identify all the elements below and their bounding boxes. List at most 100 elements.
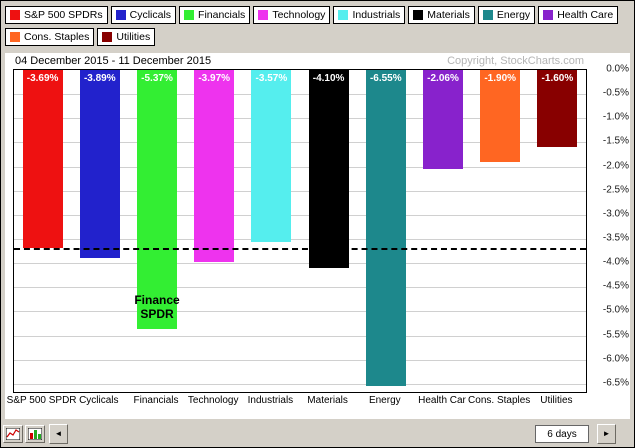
- x-tick-label: Technology: [187, 395, 239, 406]
- y-tick-label: -4.0%: [602, 256, 629, 268]
- y-tick-label: -2.0%: [602, 160, 629, 172]
- gridline: [14, 166, 586, 168]
- gridline: [14, 263, 586, 265]
- y-tick-label: -2.5%: [602, 184, 629, 196]
- legend-item-label: Cyclicals: [129, 9, 172, 21]
- legend-color-swatch: [184, 10, 195, 20]
- x-tick-label: Cons. Staples: [468, 395, 531, 406]
- bar-chart-tool-button[interactable]: [25, 425, 45, 443]
- bar: -2.06%: [423, 70, 463, 170]
- bar: -1.60%: [537, 70, 578, 148]
- bar: -3.57%: [251, 70, 292, 243]
- y-tick-label: 0.0%: [606, 63, 629, 75]
- legend-color-swatch: [482, 10, 493, 20]
- legend-item: Cyclicals: [110, 6, 177, 24]
- y-tick-label: -6.0%: [602, 353, 629, 365]
- bar: -3.89%: [79, 70, 120, 258]
- legend-row-1: S&P 500 SPDRs Cyclicals Financials Technolo…: [5, 6, 634, 24]
- chart-annotation: Finance SPDR: [134, 293, 180, 322]
- gridline: [14, 335, 586, 337]
- gridline: [14, 190, 586, 192]
- legend-item: Energy: [477, 6, 536, 24]
- x-axis: S&P 500 SPDR Cyclicals Financials Technolog…: [7, 393, 587, 409]
- chart-header: 04 December 2015 - 11 December 2015 Copy…: [5, 53, 630, 69]
- legend-item-label: Industrials: [352, 9, 401, 21]
- bar-value-label: -1.60%: [541, 73, 574, 84]
- x-tick-label: Health Car: [418, 395, 466, 406]
- x-tick-label: S&P 500 SPDR: [6, 395, 77, 406]
- legend-color-swatch: [10, 32, 20, 42]
- legend-color-swatch: [413, 10, 424, 20]
- x-tick-label: Materials: [307, 395, 348, 406]
- legend-item-label: Cons. Staples: [24, 31, 90, 43]
- copyright-label: Copyright, StockCharts.com: [447, 55, 584, 67]
- bar: -4.10%: [308, 70, 349, 268]
- bottom-toolbar: ◄ 6 days ►: [3, 423, 632, 445]
- scroll-right-button[interactable]: ►: [597, 424, 616, 444]
- legend: S&P 500 SPDRs Cyclicals Financials Technolo…: [1, 1, 634, 46]
- line-chart-icon: [6, 428, 20, 440]
- x-tick-label: Cyclicals: [79, 395, 119, 406]
- bar-value-label: -3.89%: [83, 73, 116, 84]
- bar: -3.97%: [194, 70, 235, 262]
- legend-item: Cons. Staples: [5, 28, 95, 46]
- legend-item: Utilities: [97, 28, 156, 46]
- y-tick-label: -1.5%: [602, 135, 629, 147]
- gridline: [14, 383, 586, 385]
- bar-value-label: -3.69%: [26, 73, 59, 84]
- legend-color-swatch: [543, 10, 554, 20]
- bar-value-label: -3.57%: [255, 73, 288, 84]
- chart-panel: 04 December 2015 - 11 December 2015 Copy…: [5, 53, 630, 419]
- legend-color-swatch: [102, 32, 113, 42]
- bar-chart-icon: [28, 428, 42, 440]
- bar-value-label: -4.10%: [312, 73, 345, 84]
- y-tick-label: -5.0%: [602, 304, 629, 316]
- plot-area: -3.69% -3.89% -5.37% -3.97% -3.57% -4.10% -6.5…: [13, 69, 587, 393]
- legend-color-swatch: [115, 10, 126, 20]
- legend-item-label: Financials: [198, 9, 246, 21]
- x-tick-label: Utilities: [540, 395, 573, 406]
- legend-color-swatch: [258, 10, 269, 20]
- legend-item-label: Utilities: [116, 31, 151, 43]
- legend-item-label: Energy: [496, 9, 531, 21]
- legend-item-label: S&P 500 SPDRs: [24, 9, 103, 21]
- y-tick-label: -5.5%: [602, 329, 629, 341]
- bar-value-label: -3.97%: [198, 73, 231, 84]
- legend-item: Health Care: [538, 6, 619, 24]
- y-tick-label: -1.0%: [602, 111, 629, 123]
- y-tick-label: -3.5%: [602, 232, 629, 244]
- y-tick-label: -6.5%: [602, 377, 629, 389]
- legend-color-swatch: [338, 10, 349, 20]
- legend-item: S&P 500 SPDRs: [5, 6, 108, 24]
- gridline: [14, 238, 586, 240]
- legend-item-label: Technology: [272, 9, 326, 21]
- legend-item-label: Materials: [427, 9, 470, 21]
- bar-value-label: -2.06%: [427, 73, 459, 84]
- legend-color-swatch: [10, 10, 20, 20]
- x-tick-label: Financials: [133, 395, 179, 406]
- bar-value-label: -1.90%: [484, 73, 517, 84]
- gridline: [14, 94, 586, 96]
- gridline: [14, 214, 586, 216]
- gridline: [14, 142, 586, 144]
- period-selector[interactable]: 6 days: [535, 425, 589, 443]
- legend-row-2: Cons. Staples Utilities: [5, 28, 634, 46]
- legend-item: Materials: [408, 6, 475, 24]
- y-tick-label: -0.5%: [602, 87, 629, 99]
- gridline: [14, 118, 586, 120]
- legend-item: Financials: [179, 6, 251, 24]
- legend-item: Technology: [253, 6, 331, 24]
- bar-value-label: -6.55%: [369, 73, 402, 84]
- x-tick-label: Industrials: [247, 395, 294, 406]
- bar: -3.69%: [22, 70, 63, 249]
- y-tick-label: -4.5%: [602, 280, 629, 292]
- date-range-label: 04 December 2015 - 11 December 2015: [15, 55, 212, 67]
- legend-item-label: Health Care: [557, 9, 614, 21]
- y-axis: 0.0% -0.5% -1.0% -1.5% -2.0% -2.5% -3.0% -3.5% -…: [587, 64, 631, 391]
- line-chart-tool-button[interactable]: [3, 425, 23, 443]
- scroll-left-button[interactable]: ◄: [49, 424, 68, 444]
- gridline: [14, 311, 586, 313]
- x-tick-label: Energy: [368, 395, 401, 406]
- bar: -5.37%: [137, 70, 177, 330]
